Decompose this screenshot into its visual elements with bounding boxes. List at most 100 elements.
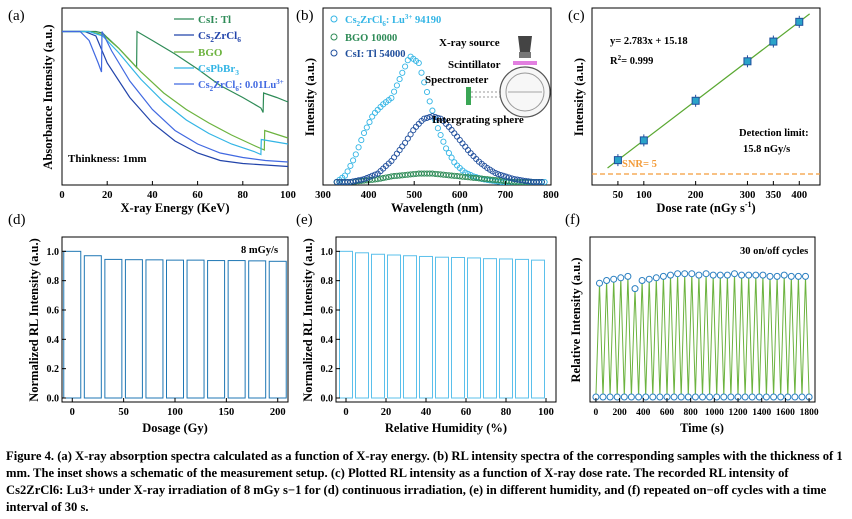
- f-x-tick-label: 800: [684, 408, 699, 418]
- inset-spectrometer-label: Spectrometer: [425, 74, 488, 86]
- panel-a-x-label: X-ray Energy (KeV): [121, 201, 230, 215]
- series-b-point-3: [410, 127, 417, 134]
- e-plot-x-tick-label: 20: [381, 407, 392, 418]
- panel-b-legend: Cs2ZrCl6: Lu3+ 94190 BGO 10000 CsI: Tl 5…: [330, 13, 441, 60]
- series-b-point-1: [440, 138, 447, 145]
- inset-xray-source-label: X-ray source: [439, 37, 500, 49]
- series-b-point-1: [437, 131, 444, 139]
- legend-a-cspbbr3: CsPbBr3: [198, 63, 239, 77]
- bar: [166, 259, 184, 399]
- series-b-point-3: [404, 135, 411, 142]
- a-x-tick-label: 20: [102, 190, 113, 201]
- series-b-point-3: [358, 176, 365, 183]
- on-state-marker: [709, 271, 717, 279]
- panel-d-dosage-stability: (d) 0 50 100 150 200 0.0 0.2 0.4 0.6 0.8 1.0 Dosag…: [8, 212, 289, 435]
- series-a-line-4: [62, 30, 289, 156]
- e-plot-ytick-label: 0.4: [321, 335, 334, 346]
- on-state-marker: [631, 285, 639, 293]
- panel-e-plot: [339, 250, 545, 399]
- series-b-point-3: [360, 176, 368, 183]
- panel-c-dose-rate: (c) 50 100 200 300 350 400 Dose rate (nGy s-1…: [568, 7, 821, 215]
- integrating-sphere-inner: [505, 72, 545, 112]
- off-state-marker: [777, 393, 785, 401]
- bar: [451, 256, 465, 399]
- panel-a-letter: (a): [8, 8, 25, 24]
- panel-e-letter: (e): [296, 212, 313, 228]
- off-state-marker: [613, 393, 621, 401]
- bar: [531, 259, 545, 399]
- bar: [403, 255, 417, 399]
- a-x-tick-label: 0: [59, 190, 64, 201]
- panel-c-x-label: Dose rate (nGy s-1): [656, 200, 755, 215]
- series-a-line-2: [62, 30, 289, 168]
- a-x-tick-label: 60: [192, 190, 203, 201]
- bar: [83, 255, 102, 399]
- off-state-marker: [798, 393, 806, 401]
- caption-prefix: Figure 4.: [6, 449, 55, 463]
- bar: [124, 259, 143, 399]
- d-plot-x-tick-label: 100: [167, 407, 183, 418]
- data-point-square: [691, 96, 700, 105]
- panel-c-plot: [592, 13, 820, 175]
- series-b-point-3: [462, 143, 469, 150]
- series-b-point-1: [347, 162, 354, 169]
- panel-e-frame: [335, 236, 557, 403]
- panel-f-frame: [589, 236, 816, 403]
- xray-tube-icon: [518, 36, 532, 52]
- on-state-marker: [702, 270, 710, 278]
- legend-b-csitl: CsI: Tl 54000: [345, 49, 405, 60]
- series-b-point-3: [454, 133, 461, 140]
- f-x-tick-label: 1800: [800, 408, 819, 418]
- d-plot-x-tick-label: 200: [270, 407, 286, 418]
- b-x-tick-label: 700: [498, 190, 514, 201]
- d-plot-x-tick-label: 0: [70, 407, 75, 418]
- series-b-point-3: [421, 115, 428, 122]
- on-state-marker: [645, 275, 653, 283]
- series-b-point-3: [500, 172, 507, 179]
- on-state-marker: [603, 277, 611, 284]
- panel-d-letter: (d): [8, 212, 26, 228]
- legend-b-marker-csitl: [330, 49, 338, 57]
- on-state-marker: [638, 277, 646, 284]
- on-state-marker: [723, 271, 731, 279]
- series-b-point-1: [418, 69, 425, 76]
- c-x-tick-label: 400: [791, 190, 807, 201]
- series-b-point-3: [508, 175, 515, 182]
- series-b-point-1: [355, 144, 362, 151]
- on-state-marker: [617, 274, 625, 282]
- off-state-marker: [677, 393, 685, 401]
- series-b-point-1: [360, 129, 368, 137]
- panel-f-letter: (f): [565, 212, 580, 228]
- f-x-tick-label: 400: [636, 408, 651, 418]
- e-plot-x-tick-label: 100: [538, 407, 554, 418]
- panel-a-legend: CsI: Tl Cs2ZrCl6 BGO CsPbBr3 Cs2ZrCl6: 0…: [174, 14, 284, 93]
- legend-b-cs2zrcl6-lu: Cs2ZrCl6: Lu3+ 94190: [345, 13, 441, 28]
- on-state-marker: [731, 270, 738, 278]
- series-b-point-3: [352, 177, 359, 184]
- off-state-marker: [620, 393, 628, 401]
- panel-c-x-ticks: 50 100 200 300 350 400: [613, 181, 807, 201]
- bar: [355, 252, 369, 399]
- e-plot-ytick-label: 0.6: [321, 306, 334, 317]
- e-plot-x-tick-label: 40: [421, 407, 432, 418]
- c-x-tick-label: 200: [688, 190, 704, 201]
- bar: [387, 254, 401, 399]
- series-b-point-3: [536, 178, 543, 186]
- on-state-marker: [787, 272, 795, 280]
- panel-a-y-label: Absorbance Intensity (a.u.): [41, 24, 55, 169]
- f-x-tick-label: 1400: [752, 408, 771, 418]
- d-plot-ytick-label: 0.2: [47, 364, 60, 375]
- series-b-point-3: [497, 171, 504, 179]
- inset-scintillator-label: Scintillator: [448, 59, 501, 71]
- f-x-tick-label: 200: [612, 408, 627, 418]
- inset-sphere-label: Intergrating sphere: [432, 114, 524, 126]
- panel-b-letter: (b): [296, 8, 314, 24]
- off-state-marker: [748, 393, 756, 401]
- panel-f-on-off-cycles: (f) 0 200 400 600 800 1000 1200 1400 1600 1800 Ti…: [565, 212, 819, 435]
- series-b-point-3: [538, 178, 545, 186]
- series-b-point-1: [366, 119, 373, 126]
- panel-c-y-label: Intensity (a.u.): [572, 58, 586, 136]
- series-b-point-3: [402, 139, 409, 146]
- f-x-tick-label: 0: [594, 408, 599, 418]
- d-plot-x-tick-label: 150: [218, 407, 234, 418]
